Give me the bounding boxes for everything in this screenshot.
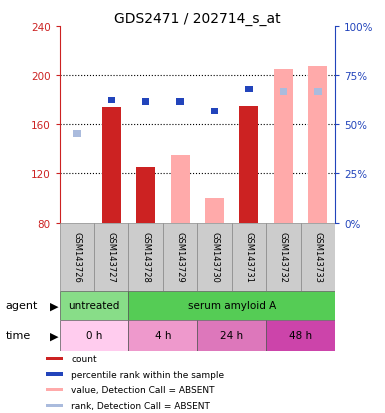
Text: GSM143728: GSM143728 xyxy=(141,232,150,282)
Bar xyxy=(73,131,81,137)
Bar xyxy=(46,373,62,376)
Bar xyxy=(60,223,94,291)
Bar xyxy=(142,99,149,105)
Bar xyxy=(129,320,197,351)
Bar xyxy=(136,168,155,223)
Bar xyxy=(46,357,62,361)
Bar xyxy=(197,320,266,351)
Bar xyxy=(266,223,301,291)
Bar xyxy=(274,70,293,223)
Bar xyxy=(107,97,115,104)
Bar xyxy=(301,223,335,291)
Bar xyxy=(176,99,184,105)
Text: GSM143727: GSM143727 xyxy=(107,232,116,282)
Text: GSM143731: GSM143731 xyxy=(244,232,253,282)
Bar xyxy=(314,89,321,95)
Text: untreated: untreated xyxy=(69,301,120,311)
Text: percentile rank within the sample: percentile rank within the sample xyxy=(71,370,224,379)
Text: 24 h: 24 h xyxy=(220,330,243,341)
Text: GSM143732: GSM143732 xyxy=(279,232,288,282)
Text: ▶: ▶ xyxy=(50,330,59,341)
Bar xyxy=(245,86,253,93)
Text: rank, Detection Call = ABSENT: rank, Detection Call = ABSENT xyxy=(71,401,210,410)
Bar xyxy=(129,223,163,291)
Text: 0 h: 0 h xyxy=(86,330,102,341)
Bar xyxy=(46,388,62,392)
Text: GSM143730: GSM143730 xyxy=(210,232,219,282)
Bar xyxy=(171,156,189,223)
Text: GSM143733: GSM143733 xyxy=(313,232,322,282)
Text: value, Detection Call = ABSENT: value, Detection Call = ABSENT xyxy=(71,385,215,394)
Bar xyxy=(280,89,287,95)
Bar xyxy=(46,404,62,407)
Bar xyxy=(232,223,266,291)
Bar xyxy=(266,320,335,351)
Text: time: time xyxy=(6,330,31,341)
Bar xyxy=(211,108,218,115)
Text: GSM143729: GSM143729 xyxy=(176,232,185,282)
Text: serum amyloid A: serum amyloid A xyxy=(187,301,276,311)
Bar xyxy=(308,67,327,223)
Bar xyxy=(129,291,335,320)
Bar xyxy=(205,199,224,223)
Bar xyxy=(60,320,129,351)
Bar xyxy=(197,223,232,291)
Bar xyxy=(102,108,121,223)
Bar xyxy=(60,291,129,320)
Text: agent: agent xyxy=(6,301,38,311)
Text: ▶: ▶ xyxy=(50,301,59,311)
Bar xyxy=(163,223,197,291)
Title: GDS2471 / 202714_s_at: GDS2471 / 202714_s_at xyxy=(114,12,281,26)
Text: GSM143726: GSM143726 xyxy=(72,232,81,282)
Bar xyxy=(94,223,129,291)
Text: 4 h: 4 h xyxy=(155,330,171,341)
Text: count: count xyxy=(71,354,97,363)
Text: 48 h: 48 h xyxy=(289,330,312,341)
Bar xyxy=(239,107,258,223)
